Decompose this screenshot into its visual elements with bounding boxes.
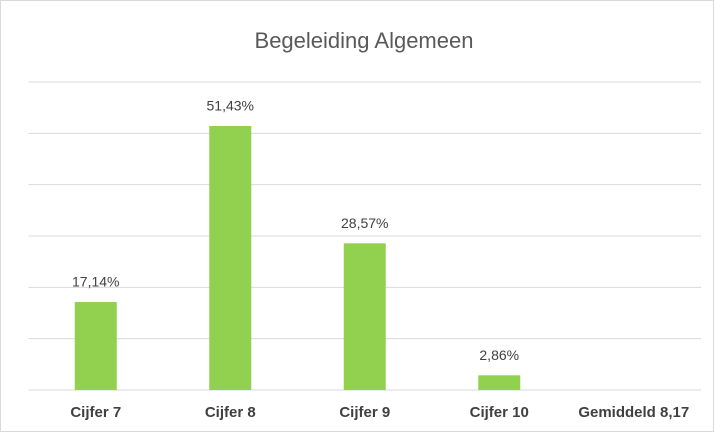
bar (209, 125, 252, 390)
bar (478, 375, 521, 390)
bar (343, 243, 386, 390)
x-tick-label: Gemiddeld 8,17 (578, 404, 689, 421)
x-tick-label: Cijfer 7 (70, 404, 121, 421)
data-label: 28,57% (341, 215, 388, 231)
chart-title: Begeleiding Algemeen (255, 28, 474, 53)
bar (74, 302, 117, 390)
x-tick-label: Cijfer 9 (339, 404, 390, 421)
data-label: 51,43% (207, 98, 254, 114)
data-label: 17,14% (72, 274, 119, 290)
x-tick-label: Cijfer 8 (205, 404, 256, 421)
data-label: 2,86% (479, 347, 519, 363)
x-tick-label: Cijfer 10 (470, 404, 529, 421)
